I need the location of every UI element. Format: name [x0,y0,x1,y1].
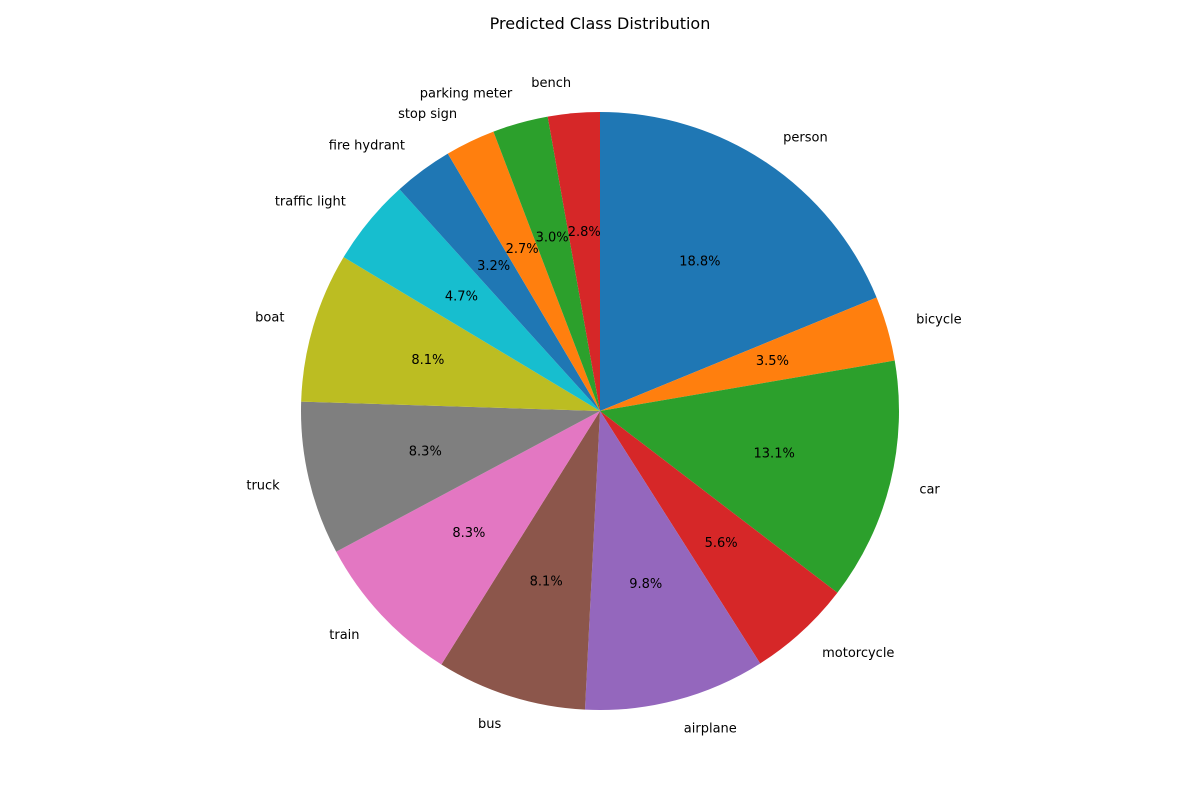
pie-slice-boat [301,257,600,411]
pct-label-bench: 2.8% [568,225,601,240]
pie-slice-car [600,360,899,593]
pct-label-motorcycle: 5.6% [705,536,738,551]
pie-slice-truck [301,401,600,552]
pct-label-boat: 8.1% [411,353,444,368]
pct-label-parking-meter: 3.0% [536,231,569,246]
pct-label-bus: 8.1% [530,575,563,590]
pie-slices [301,112,899,711]
pct-label-airplane: 9.8% [629,577,662,592]
pie-slice-parking-meter [493,116,600,411]
percent-labels: 18.8% 3.5% 13.1% 5.6% 9.8% 8.1% 8.3% 8.3% 8.1% 4.… [409,225,795,592]
slice-label-truck: truck [246,478,280,493]
pie-slice-person [600,112,877,411]
slice-label-boat: boat [255,311,284,326]
pct-label-stop-sign: 2.7% [506,242,539,257]
pct-label-person: 18.8% [679,254,720,269]
pie-slice-bicycle [600,297,895,411]
slice-label-train: train [329,628,359,643]
pct-label-fire-hydrant: 3.2% [477,259,510,274]
slice-label-parking-meter: parking meter [420,87,513,102]
slice-label-fire-hydrant: fire hydrant [329,139,405,154]
slice-label-motorcycle: motorcycle [822,646,894,661]
slice-label-stop-sign: stop sign [398,107,457,122]
pie-slice-bus [441,411,600,710]
pie-slice-bench [547,112,600,411]
pie-slice-airplane [584,411,761,711]
pie-slice-fire-hydrant [399,153,600,412]
pct-label-train: 8.3% [452,526,485,541]
pct-label-traffic-light: 4.7% [445,290,478,305]
pct-label-truck: 8.3% [409,444,442,459]
pie-slice-stop-sign [447,131,600,411]
slice-label-airplane: airplane [684,722,737,737]
category-labels: person bicycle car motorcycle airplane bus tra… [246,76,961,737]
slice-label-person: person [783,130,828,145]
pct-label-bicycle: 3.5% [756,354,789,369]
pie-slice-traffic-light [343,189,600,411]
pie-slice-train [336,411,600,665]
slice-label-traffic-light: traffic light [275,195,346,210]
slice-label-car: car [919,482,940,497]
chart-title: Predicted Class Distribution [490,14,711,33]
pie-slice-motorcycle [600,411,838,664]
slice-label-bicycle: bicycle [916,313,961,328]
slice-label-bus: bus [478,717,501,732]
slice-label-bench: bench [531,76,571,91]
pct-label-car: 13.1% [754,446,795,461]
